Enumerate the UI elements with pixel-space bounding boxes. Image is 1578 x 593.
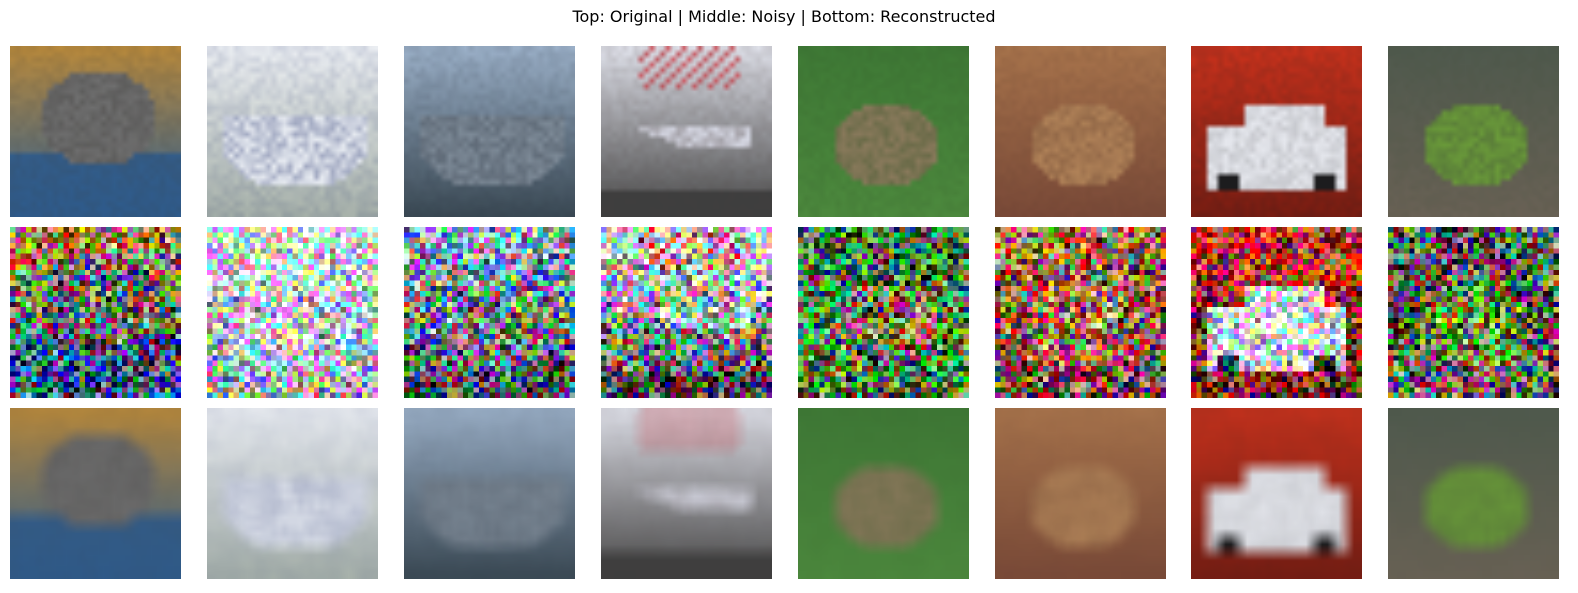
reconstructed-image-canvas xyxy=(207,408,378,579)
original-image-frog-8 xyxy=(1388,46,1559,217)
original-image-canvas xyxy=(1388,46,1559,217)
noisy-image-frog-8 xyxy=(1388,227,1559,398)
reconstructed-image-canvas xyxy=(601,408,772,579)
reconstructed-image-frog-5 xyxy=(798,408,969,579)
original-image-airplane-4 xyxy=(601,46,772,217)
noisy-image-canvas xyxy=(601,227,772,398)
original-image-ship-2 xyxy=(207,46,378,217)
reconstructed-image-airplane-4 xyxy=(601,408,772,579)
reconstructed-image-frog-6 xyxy=(995,408,1166,579)
reconstructed-image-canvas xyxy=(10,408,181,579)
reconstructed-image-canvas xyxy=(404,408,575,579)
reconstructed-image-canvas xyxy=(1388,408,1559,579)
noisy-image-canvas xyxy=(1388,227,1559,398)
original-image-frog-5 xyxy=(798,46,969,217)
original-image-canvas xyxy=(995,46,1166,217)
noisy-image-canvas xyxy=(207,227,378,398)
original-image-canvas xyxy=(404,46,575,217)
original-image-canvas xyxy=(10,46,181,217)
reconstructed-image-canvas xyxy=(995,408,1166,579)
noisy-image-canvas xyxy=(10,227,181,398)
original-image-automobile-7 xyxy=(1191,46,1362,217)
original-image-canvas xyxy=(601,46,772,217)
reconstructed-image-automobile-7 xyxy=(1191,408,1362,579)
figure-title: Top: Original | Middle: Noisy | Bottom: … xyxy=(572,7,996,26)
original-image-canvas xyxy=(798,46,969,217)
reconstructed-image-canvas xyxy=(1191,408,1362,579)
noisy-image-frog-6 xyxy=(995,227,1166,398)
noisy-image-frog-5 xyxy=(798,227,969,398)
noisy-image-canvas xyxy=(995,227,1166,398)
noisy-image-cat-1 xyxy=(10,227,181,398)
reconstructed-image-canvas xyxy=(798,408,969,579)
noisy-image-canvas xyxy=(404,227,575,398)
reconstructed-image-frog-8 xyxy=(1388,408,1559,579)
original-image-canvas xyxy=(207,46,378,217)
noisy-image-ship-2 xyxy=(207,227,378,398)
noisy-image-canvas xyxy=(798,227,969,398)
original-image-cat-1 xyxy=(10,46,181,217)
original-image-canvas xyxy=(1191,46,1362,217)
reconstructed-image-cat-1 xyxy=(10,408,181,579)
reconstructed-image-ship-2 xyxy=(207,408,378,579)
reconstructed-image-ship-3 xyxy=(404,408,575,579)
noisy-image-canvas xyxy=(1191,227,1362,398)
noisy-image-automobile-7 xyxy=(1191,227,1362,398)
noisy-image-ship-3 xyxy=(404,227,575,398)
original-image-frog-6 xyxy=(995,46,1166,217)
noisy-image-airplane-4 xyxy=(601,227,772,398)
original-image-ship-3 xyxy=(404,46,575,217)
